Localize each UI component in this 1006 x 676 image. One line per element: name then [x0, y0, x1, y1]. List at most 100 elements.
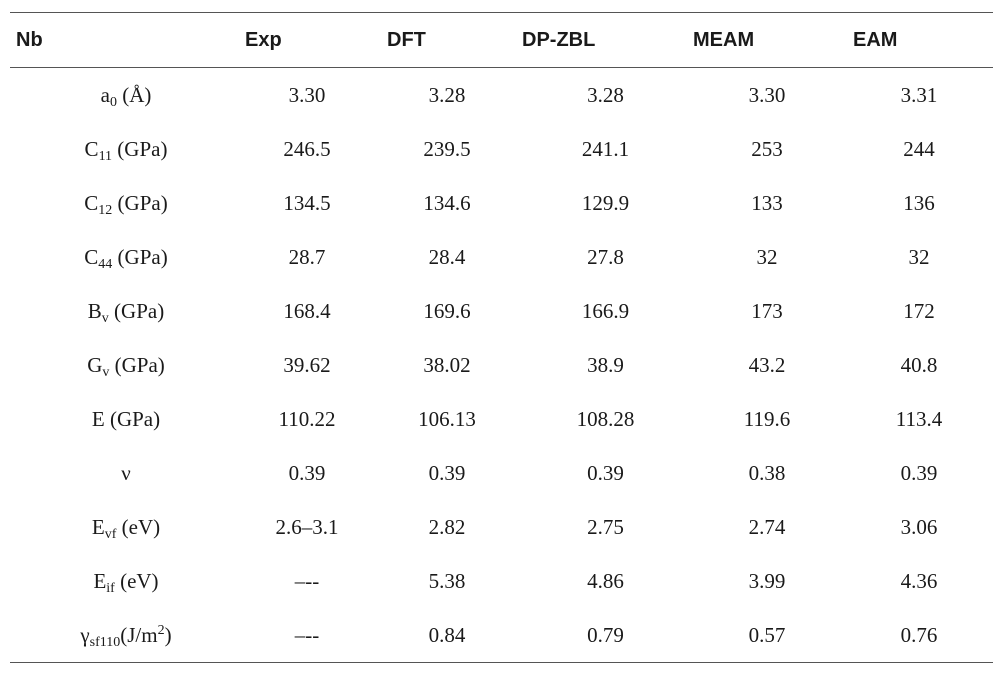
- cell-value: 5.38: [428, 568, 466, 593]
- cell-value: –--: [294, 622, 320, 647]
- cell-value: 3.28: [587, 82, 624, 107]
- header-dft: DFT: [387, 28, 426, 51]
- label-subscript: vf: [104, 526, 117, 542]
- row-label: Eif (eV): [10, 554, 242, 608]
- cell-value: –--: [294, 568, 320, 593]
- cell-value: 32: [756, 244, 778, 269]
- cell-value: 4.36: [900, 568, 938, 593]
- label-base: a: [100, 82, 110, 107]
- row-label: E (GPa): [10, 392, 242, 446]
- cell-value: 166.9: [581, 298, 630, 323]
- table-row: γsf110(J/m2) –-- 0.84 0.79 0.57 0.76: [10, 608, 993, 663]
- cell-value: 2.74: [748, 514, 786, 539]
- cell-value: 134.5: [283, 190, 331, 215]
- cell-value: 38.02: [423, 352, 471, 377]
- cell-value: 0.57: [748, 622, 786, 647]
- header-nb: Nb: [16, 28, 43, 51]
- cell-value: 3.30: [748, 82, 786, 107]
- cell-value: 0.79: [587, 622, 624, 647]
- cell-value: 253: [751, 136, 783, 161]
- cell-value: 0.39: [587, 460, 624, 485]
- row-label: C44 (GPa): [10, 230, 242, 284]
- row-label: C11 (GPa): [10, 122, 242, 176]
- table-body: a0 (Å) 3.30 3.28 3.28 3.30 3.31 C11 (GPa) 246.5…: [10, 68, 993, 663]
- cell-value: 0.38: [748, 460, 786, 485]
- row-label: C12 (GPa): [10, 176, 242, 230]
- cell-value: 113.4: [895, 406, 943, 431]
- cell-value: 246.5: [283, 136, 331, 161]
- label-base: C: [84, 136, 99, 161]
- cell-value: 3.99: [748, 568, 786, 593]
- cell-value: 110.22: [278, 406, 336, 431]
- label-unit: (GPa): [109, 352, 165, 377]
- label-base: γ: [80, 622, 90, 647]
- row-label: γsf110(J/m2): [10, 608, 242, 663]
- cell-value: 3.06: [900, 514, 938, 539]
- table-row: a0 (Å) 3.30 3.28 3.28 3.30 3.31: [10, 68, 993, 123]
- label-unit: (J/m: [120, 622, 158, 647]
- header-eam: EAM: [853, 28, 898, 51]
- label-base: B: [87, 298, 102, 323]
- label-unit: (Å): [116, 82, 152, 107]
- label-base: E: [93, 568, 107, 593]
- table-row: C44 (GPa) 28.7 28.4 27.8 32 32: [10, 230, 993, 284]
- cell-value: 0.39: [288, 460, 326, 485]
- cell-value: 3.28: [428, 82, 466, 107]
- cell-value: 27.8: [587, 244, 624, 269]
- row-label: Evf (eV): [10, 500, 242, 554]
- label-subscript: 12: [98, 202, 113, 218]
- cell-value: 169.6: [423, 298, 471, 323]
- cell-value: 239.5: [423, 136, 471, 161]
- cell-value: 3.31: [900, 82, 938, 107]
- table-row: C11 (GPa) 246.5 239.5 241.1 253 244: [10, 122, 993, 176]
- cell-value: 108.28: [576, 406, 635, 431]
- cell-value: 43.2: [748, 352, 786, 377]
- table-row: Gv (GPa) 39.62 38.02 38.9 43.2 40.8: [10, 338, 993, 392]
- header-exp: Exp: [245, 28, 282, 51]
- row-label: Gv (GPa): [10, 338, 242, 392]
- cell-value: 2.82: [428, 514, 466, 539]
- cell-value: 0.84: [428, 622, 466, 647]
- cell-value: 38.9: [587, 352, 624, 377]
- header-meam: MEAM: [693, 28, 755, 51]
- label-base: E: [91, 514, 105, 539]
- label-base: G: [87, 352, 103, 377]
- properties-table: Nb Exp DFT DP-ZBL MEAM EAM a0 (Å) 3.30 3.2…: [10, 12, 993, 663]
- cell-value: 129.9: [581, 190, 630, 215]
- label-subscript: v: [102, 364, 110, 380]
- table-row: C12 (GPa) 134.5 134.6 129.9 133 136: [10, 176, 993, 230]
- label-subscript: 11: [98, 148, 113, 164]
- label-base: E: [91, 406, 105, 431]
- cell-value: 241.1: [581, 136, 630, 161]
- cell-value: 134.6: [423, 190, 471, 215]
- cell-value: 173: [751, 298, 783, 323]
- label-base: C: [84, 190, 99, 215]
- table-row: ν 0.39 0.39 0.39 0.38 0.39: [10, 446, 993, 500]
- cell-value: 0.76: [900, 622, 938, 647]
- header-dp-zbl: DP-ZBL: [522, 28, 596, 51]
- label-unit-end: ): [164, 622, 172, 647]
- row-label: a0 (Å): [10, 68, 242, 123]
- label-unit: (eV): [114, 568, 159, 593]
- table-row: E (GPa) 110.22 106.13 108.28 119.6 113.4: [10, 392, 993, 446]
- cell-value: 172: [903, 298, 935, 323]
- cell-value: 2.75: [587, 514, 624, 539]
- label-unit: (GPa): [112, 136, 168, 161]
- cell-value: 40.8: [900, 352, 938, 377]
- label-subscript: 44: [98, 256, 113, 272]
- table-row: Bv (GPa) 168.4 169.6 166.9 173 172: [10, 284, 993, 338]
- cell-value: 244: [903, 136, 935, 161]
- table-row: Evf (eV) 2.6–3.1 2.82 2.75 2.74 3.06: [10, 500, 993, 554]
- table-row: Eif (eV) –-- 5.38 4.86 3.99 4.36: [10, 554, 993, 608]
- row-label: Bv (GPa): [10, 284, 242, 338]
- cell-value: 133: [751, 190, 783, 215]
- label-base: ν: [121, 460, 131, 485]
- label-unit: (GPa): [112, 190, 168, 215]
- header-row: Nb Exp DFT DP-ZBL MEAM EAM: [10, 12, 993, 68]
- label-unit: (GPa): [108, 298, 165, 323]
- label-subscript: sf110: [89, 634, 121, 650]
- label-unit: (eV): [116, 514, 161, 539]
- cell-value: 119.6: [743, 406, 791, 431]
- label-unit: (GPa): [104, 406, 161, 431]
- cell-value: 39.62: [283, 352, 331, 377]
